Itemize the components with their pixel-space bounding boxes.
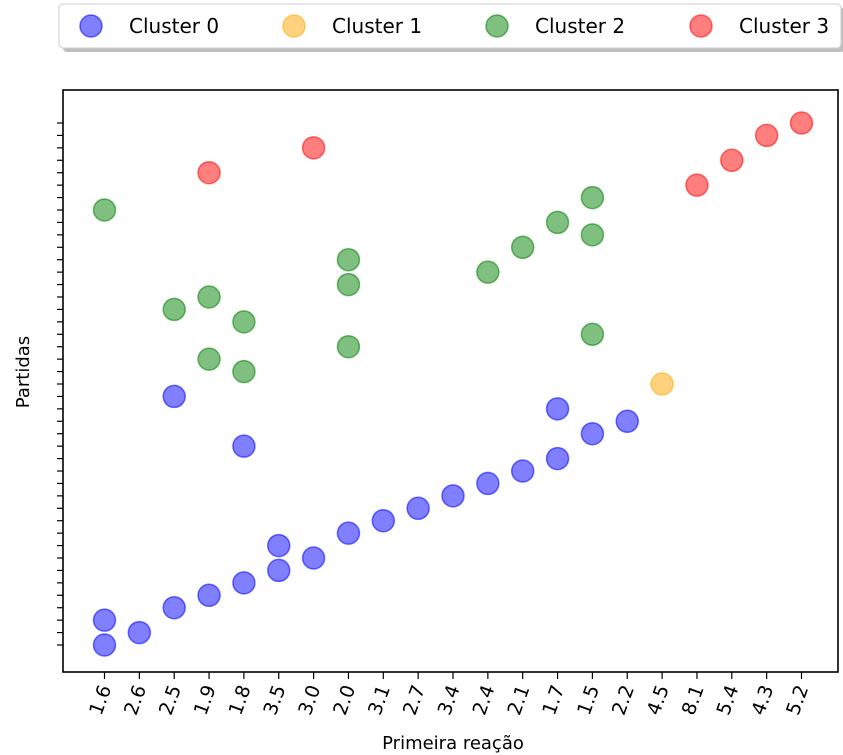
data-point xyxy=(580,322,605,347)
legend-box xyxy=(58,3,842,49)
y-axis-label: Partidas xyxy=(13,336,34,408)
data-point xyxy=(336,521,361,545)
x-tick-label: 8.1 xyxy=(678,682,709,718)
legend-marker xyxy=(79,14,103,38)
legend-entry-label: Cluster 2 xyxy=(535,14,625,38)
x-tick-label: 1.9 xyxy=(190,682,221,718)
data-point xyxy=(301,546,326,570)
data-point xyxy=(476,260,500,284)
data-point xyxy=(232,359,256,384)
x-tick-label: 4.3 xyxy=(747,682,778,718)
data-point xyxy=(685,173,709,197)
data-point xyxy=(267,533,291,558)
data-point xyxy=(406,496,430,521)
legend-entry-label: Cluster 1 xyxy=(332,14,422,38)
x-tick-label: 3.0 xyxy=(294,682,325,718)
legend-marker xyxy=(689,14,713,38)
data-point xyxy=(92,198,117,222)
data-point xyxy=(92,608,117,632)
x-tick-label: 2.6 xyxy=(120,682,151,718)
data-point xyxy=(754,123,779,148)
x-tick-label: 2.0 xyxy=(329,682,360,718)
x-axis-ticks: 1.6 2.6 2.5 1.9 1.8 3.5 3.0 2.0 3.1 2.7 3.4 2.4 2.1 1… xyxy=(85,672,813,718)
data-point xyxy=(162,384,186,409)
data-point xyxy=(197,160,221,185)
x-tick-label: 2.2 xyxy=(608,682,639,718)
data-point xyxy=(545,397,570,421)
data-point xyxy=(162,595,186,620)
data-point xyxy=(510,235,535,260)
data-point xyxy=(615,409,639,434)
data-point xyxy=(580,223,605,247)
data-point xyxy=(336,247,361,272)
x-tick-label: 5.4 xyxy=(712,682,743,718)
data-point xyxy=(197,285,221,309)
x-tick-label: 1.8 xyxy=(225,682,256,718)
data-point xyxy=(232,434,256,458)
x-tick-label: 1.6 xyxy=(85,682,116,718)
x-tick-label: 3.5 xyxy=(259,682,290,718)
legend: Cluster 0 Cluster 1 Cluster 2 Cluster 3 xyxy=(58,3,843,52)
data-point xyxy=(720,148,744,173)
plot-area xyxy=(62,89,839,673)
data-point xyxy=(580,421,605,446)
data-point xyxy=(336,272,361,297)
x-tick-label: 4.5 xyxy=(643,682,674,718)
x-tick-label: 3.4 xyxy=(434,682,465,718)
x-axis-label: Primeira reação xyxy=(382,733,524,754)
x-tick-label: 2.5 xyxy=(155,682,186,718)
x-tick-label: 3.1 xyxy=(364,682,395,718)
data-point xyxy=(92,633,117,657)
x-tick-label: 2.7 xyxy=(399,682,430,718)
data-point xyxy=(197,583,221,608)
data-point xyxy=(545,210,570,235)
x-tick-label: 2.1 xyxy=(503,682,534,718)
legend-marker xyxy=(282,14,306,38)
y-axis-ticks xyxy=(57,122,63,646)
data-point xyxy=(650,372,674,396)
data-point xyxy=(580,185,605,210)
data-point xyxy=(232,310,256,334)
x-tick-label: 1.5 xyxy=(573,682,604,718)
data-point xyxy=(510,459,535,483)
data-point xyxy=(545,446,570,471)
legend-entry-label: Cluster 0 xyxy=(129,14,219,38)
data-point xyxy=(336,334,361,359)
data-point xyxy=(232,571,256,595)
data-points xyxy=(92,111,814,657)
data-point xyxy=(476,471,500,496)
data-point xyxy=(789,111,814,135)
data-point xyxy=(301,136,326,160)
x-tick-label: 5.2 xyxy=(782,682,813,718)
data-point xyxy=(162,297,186,322)
data-point xyxy=(127,620,152,645)
x-tick-label: 2.4 xyxy=(469,682,500,718)
legend-entry-label: Cluster 3 xyxy=(739,14,829,38)
data-point xyxy=(441,484,465,508)
data-point xyxy=(197,347,221,371)
data-point xyxy=(267,558,291,583)
data-point xyxy=(371,508,396,533)
x-tick-label: 1.7 xyxy=(538,682,569,718)
legend-marker xyxy=(485,14,509,38)
